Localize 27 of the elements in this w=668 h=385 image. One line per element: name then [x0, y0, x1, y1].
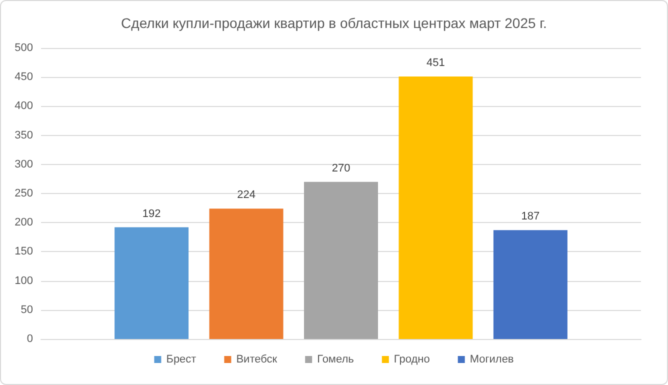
y-tick-label: 300 — [14, 158, 33, 170]
y-tick-label: 350 — [14, 129, 33, 142]
bar — [493, 230, 568, 339]
y-tick-label: 50 — [20, 304, 33, 316]
bar — [209, 208, 284, 339]
legend-label: Могилев — [470, 354, 514, 366]
y-tick-label: 100 — [14, 274, 33, 287]
y-tick-label: 450 — [14, 71, 33, 84]
y-tick-label: 0 — [26, 333, 33, 345]
data-label: 187 — [521, 210, 540, 223]
legend-label: Гомель — [317, 354, 354, 366]
y-tick-label: 150 — [14, 246, 33, 258]
y-tick-label: 500 — [14, 42, 33, 54]
data-label: 224 — [237, 189, 256, 202]
bar — [398, 76, 473, 339]
legend-label: Брест — [166, 354, 196, 366]
y-tick-label: 250 — [14, 188, 33, 200]
legend-label: Витебск — [236, 354, 278, 366]
y-tick-label: 200 — [14, 216, 33, 229]
bar — [114, 227, 189, 339]
data-label: 270 — [332, 162, 350, 174]
data-label: 192 — [142, 208, 161, 220]
chart-title: Сделки купли-продажи квартир в областных центрах март 2025 г. — [121, 15, 547, 31]
data-label: 451 — [426, 57, 445, 70]
y-tick-label: 400 — [14, 100, 33, 112]
legend-label: Гродно — [394, 354, 430, 366]
bar — [304, 182, 378, 339]
